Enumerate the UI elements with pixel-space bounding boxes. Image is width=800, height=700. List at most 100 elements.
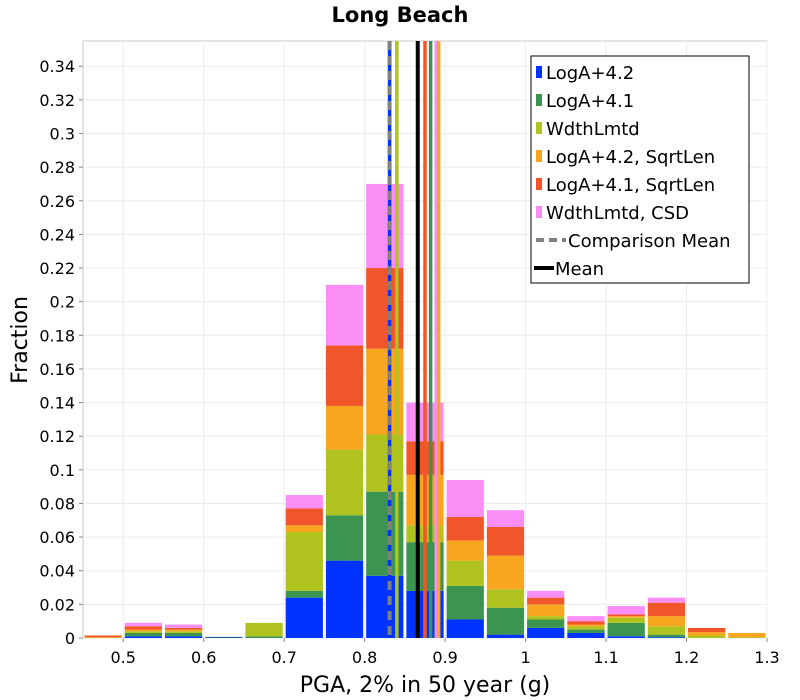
bars (84, 183, 766, 638)
x-tick-label: 1 (520, 648, 530, 667)
bar-segment (164, 624, 203, 628)
legend-label: LogA+4.2 (546, 63, 634, 84)
bar-segment (164, 629, 203, 632)
bar-segment (446, 516, 484, 541)
legend-label: LogA+4.1 (546, 91, 634, 112)
bar-segment (285, 532, 323, 591)
bar-segment (647, 602, 686, 617)
bar-segment (607, 614, 645, 617)
bar-segment (647, 626, 686, 635)
bar-segment (567, 626, 605, 630)
bar-segment (325, 345, 364, 406)
y-tick-label: 0.34 (39, 57, 75, 76)
legend: LogA+4.2 LogA+4.1 WdthLmtd LogA+4.2, SqrtLe… (530, 55, 750, 284)
legend-label: Mean (555, 259, 604, 280)
bar-segment (285, 508, 323, 526)
bar-segment (527, 619, 565, 628)
bar-segment (446, 479, 484, 517)
bar-segment (647, 616, 686, 627)
y-axis-ticks: 0 0.02 0.04 0.06 0.08 0.1 0.12 0.14 0.16 0.18 0.2 0… (39, 57, 83, 648)
bar-segment (325, 405, 364, 450)
bar-segment (567, 616, 605, 622)
y-tick-label: 0 (65, 629, 75, 648)
bar-segment (124, 631, 162, 633)
chart-title: Long Beach (332, 3, 469, 27)
y-tick-label: 0.1 (50, 461, 75, 480)
y-tick-label: 0.02 (39, 595, 75, 614)
y-tick-label: 0.08 (39, 494, 75, 513)
bar-segment (728, 632, 766, 638)
bar-segment (124, 626, 162, 630)
x-tick-label: 0.9 (432, 648, 457, 667)
legend-label: WdthLmtd (546, 119, 640, 140)
bar-segment (567, 624, 605, 627)
legend-swatch (536, 206, 542, 218)
bar-segment (285, 590, 323, 598)
bar-segment (527, 604, 565, 617)
bar-segment (607, 616, 645, 618)
bar-segment (84, 635, 122, 638)
legend-label: LogA+4.1, SqrtLen (546, 175, 715, 196)
bar-segment (325, 284, 364, 346)
bar-segment (527, 597, 565, 605)
bar-segment (446, 619, 484, 638)
y-tick-label: 0.26 (39, 192, 75, 211)
bar-segment (124, 632, 162, 637)
y-tick-label: 0.3 (50, 124, 75, 143)
bar-segment (486, 589, 525, 608)
bar-segment (205, 637, 243, 638)
bar-segment (164, 631, 203, 633)
bar-segment (285, 495, 323, 509)
bar-segment (446, 560, 484, 586)
y-tick-label: 0.06 (39, 528, 75, 547)
bar-segment (84, 637, 122, 638)
bar-segment (245, 636, 283, 638)
y-tick-label: 0.04 (39, 562, 75, 581)
bar-segment (486, 634, 525, 638)
legend-label: LogA+4.2, SqrtLen (546, 147, 715, 168)
bar-segment (164, 627, 203, 630)
legend-label: WdthLmtd, CSD (546, 203, 689, 224)
y-tick-label: 0.12 (39, 427, 75, 446)
bar-segment (325, 515, 364, 561)
bar-segment (527, 627, 565, 638)
mean-lines (387, 41, 441, 638)
bar-segment (567, 632, 605, 638)
bar-segment (688, 627, 726, 633)
bar-segment (688, 635, 726, 638)
x-tick-label: 0.6 (191, 648, 216, 667)
bar-segment (486, 607, 525, 635)
bar-segment (325, 560, 364, 638)
x-tick-label: 1.3 (754, 648, 779, 667)
bar-segment (607, 622, 645, 637)
bar-segment (567, 629, 605, 633)
legend-box (530, 55, 750, 284)
bar-segment (205, 636, 243, 638)
bar-segment (728, 637, 766, 638)
bar-segment (647, 597, 686, 603)
bar-segment (124, 622, 162, 627)
x-tick-label: 1.2 (674, 648, 699, 667)
bar-segment (486, 510, 525, 528)
legend-swatch (536, 122, 542, 134)
x-tick-label: 0.7 (271, 648, 296, 667)
y-tick-label: 0.2 (50, 293, 75, 312)
y-tick-label: 0.18 (39, 326, 75, 345)
bar-segment (647, 634, 686, 638)
bar-segment (567, 621, 605, 625)
y-tick-label: 0.28 (39, 158, 75, 177)
x-tick-label: 0.5 (111, 648, 136, 667)
x-axis-label: PGA, 2% in 50 year (g) (300, 673, 551, 698)
bar-segment (486, 555, 525, 590)
bar-segment (285, 525, 323, 533)
bar-segment (527, 616, 565, 620)
bar-segment (486, 527, 525, 556)
bar-segment (285, 597, 323, 638)
y-tick-label: 0.24 (39, 225, 75, 244)
legend-swatch (536, 150, 542, 162)
legend-swatch (536, 94, 542, 106)
x-axis-ticks: 0.5 0.6 0.7 0.8 0.9 1 1.1 1.2 1.3 (111, 638, 780, 667)
y-tick-label: 0.14 (39, 394, 75, 413)
bar-segment (446, 540, 484, 561)
